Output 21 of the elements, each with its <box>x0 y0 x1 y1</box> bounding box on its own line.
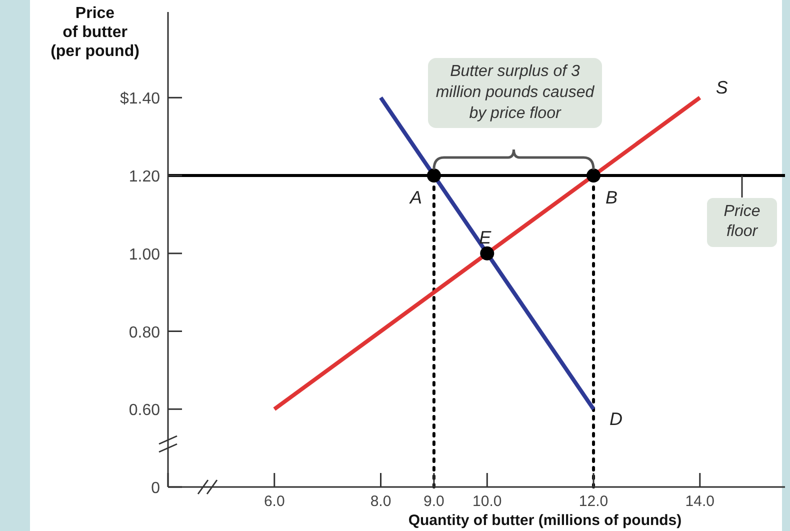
y-tick-label: 1.00 <box>128 246 160 264</box>
x-tick-label: 10.0 <box>472 493 502 510</box>
series-label: S <box>716 78 728 98</box>
x-tick-label: 14.0 <box>685 493 714 510</box>
ref-line-label: Price floor <box>707 198 777 248</box>
x-tick-label: 8.0 <box>370 493 392 510</box>
annotation: A <box>408 188 422 208</box>
x-tick-label: 9.0 <box>424 493 444 510</box>
annotation: B <box>606 188 618 208</box>
x-axis-title: Quantity of butter (millions of pounds) <box>407 512 683 529</box>
y-axis-title: Price of butter (per pound) <box>50 4 140 62</box>
annotation: E <box>479 227 492 248</box>
y-tick-label: 0.60 <box>128 402 160 420</box>
series-label: D <box>610 409 623 430</box>
y-tick-label: 1.20 <box>128 168 160 186</box>
y-tick-label: 0.80 <box>128 324 160 342</box>
x-tick-label: 6.0 <box>264 493 285 510</box>
x-tick-label: 12.0 <box>578 493 608 510</box>
annotation: Butter surplus of 3 million pounds caused by price floor <box>428 58 602 128</box>
y-tick-label: $1.40 <box>120 90 160 108</box>
y-tick-label: 0 <box>151 480 160 497</box>
